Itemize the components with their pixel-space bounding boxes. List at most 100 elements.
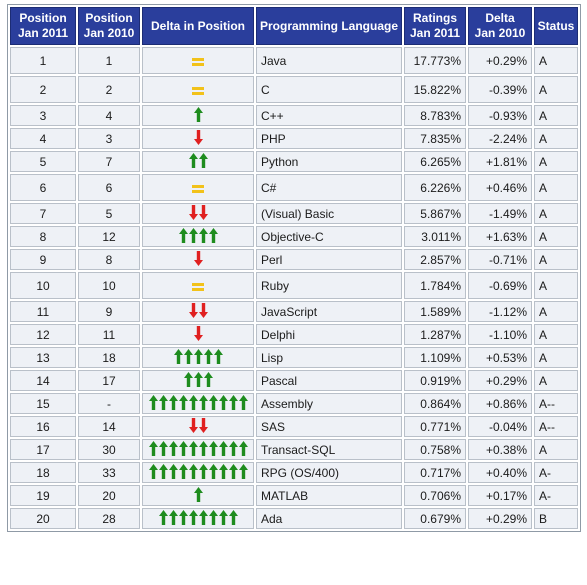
ranking-table-container: Position Jan 2011 Position Jan 2010 Delta … — [7, 4, 581, 532]
table-row: 2 2 C 15.822% -0.39% A — [10, 76, 578, 103]
delta-position-cell — [142, 105, 254, 126]
rating-cell: 1.784% — [404, 272, 466, 299]
rating-cell: 0.771% — [404, 416, 466, 437]
position-2010-cell: 10 — [78, 272, 140, 299]
delta-rating-cell: -0.39% — [468, 76, 532, 103]
rating-cell: 1.589% — [404, 301, 466, 322]
arrow-up-icon — [188, 441, 198, 456]
position-2010-cell: 33 — [78, 462, 140, 483]
position-change-indicator — [183, 371, 213, 387]
delta-rating-cell: -0.04% — [468, 416, 532, 437]
arrow-up-icon — [208, 228, 218, 243]
arrow-up-icon — [188, 228, 198, 243]
delta-position-cell — [142, 203, 254, 224]
table-row: 18 33 RPG (OS/400) 0.717% +0.40% A- — [10, 462, 578, 483]
status-cell: A — [534, 272, 578, 299]
header-language: Programming Language — [256, 7, 402, 45]
delta-position-cell — [142, 47, 254, 74]
header-position-2010: Position Jan 2010 — [78, 7, 140, 45]
arrow-up-icon — [228, 510, 238, 525]
delta-position-cell — [142, 249, 254, 270]
table-row: 15- Assembly 0.864% +0.86% A-- — [10, 393, 578, 414]
delta-position-cell — [142, 462, 254, 483]
arrow-down-icon — [198, 205, 208, 220]
language-cell: MATLAB — [256, 485, 402, 506]
arrow-up-icon — [203, 372, 213, 387]
language-cell: Transact-SQL — [256, 439, 402, 460]
status-cell: A — [534, 249, 578, 270]
arrow-up-icon — [198, 441, 208, 456]
status-cell: A-- — [534, 416, 578, 437]
status-cell: B — [534, 508, 578, 529]
language-cell: Objective-C — [256, 226, 402, 247]
position-2011-cell: 17 — [10, 439, 76, 460]
position-2011-cell: 6 — [10, 174, 76, 201]
position-2011-cell: 3 — [10, 105, 76, 126]
rating-cell: 0.717% — [404, 462, 466, 483]
arrow-up-icon — [148, 464, 158, 479]
position-2011-cell: 7 — [10, 203, 76, 224]
arrow-up-icon — [183, 349, 193, 364]
table-row: 17 30 Transact-SQL 0.758% +0.38% A — [10, 439, 578, 460]
header-position-2011: Position Jan 2011 — [10, 7, 76, 45]
language-cell: RPG (OS/400) — [256, 462, 402, 483]
position-change-indicator — [192, 178, 204, 194]
delta-rating-cell: +0.86% — [468, 393, 532, 414]
table-row: 16 14 SAS 0.771% -0.04% A-- — [10, 416, 578, 437]
position-2011-cell: 5 — [10, 151, 76, 172]
language-cell: Lisp — [256, 347, 402, 368]
arrow-up-icon — [218, 464, 228, 479]
position-change-indicator — [178, 227, 218, 243]
arrow-up-icon — [228, 441, 238, 456]
arrow-up-icon — [178, 228, 188, 243]
position-2011-cell: 8 — [10, 226, 76, 247]
position-change-indicator — [188, 302, 208, 318]
arrow-up-icon — [213, 349, 223, 364]
table-row: 14 17 Pascal 0.919% +0.29% A — [10, 370, 578, 391]
status-cell: A- — [534, 462, 578, 483]
position-2010-cell: 28 — [78, 508, 140, 529]
status-cell: A — [534, 347, 578, 368]
arrow-up-icon — [193, 487, 203, 502]
language-cell: Pascal — [256, 370, 402, 391]
language-cell: C — [256, 76, 402, 103]
status-cell: A — [534, 76, 578, 103]
delta-rating-cell: +0.40% — [468, 462, 532, 483]
delta-rating-cell: -1.10% — [468, 324, 532, 345]
position-2010-cell: 9 — [78, 301, 140, 322]
arrow-up-icon — [238, 395, 248, 410]
table-row: 6 6 C# 6.226% +0.46% A — [10, 174, 578, 201]
arrow-down-icon — [188, 205, 198, 220]
position-2011-cell: 1 — [10, 47, 76, 74]
arrow-down-icon — [188, 418, 198, 433]
status-cell: A — [534, 370, 578, 391]
delta-rating-cell: +1.63% — [468, 226, 532, 247]
delta-rating-cell: +0.53% — [468, 347, 532, 368]
arrow-down-icon — [188, 303, 198, 318]
position-change-indicator — [148, 463, 248, 479]
arrow-up-icon — [203, 349, 213, 364]
position-2011-cell: 10 — [10, 272, 76, 299]
arrow-up-icon — [218, 441, 228, 456]
rating-cell: 0.679% — [404, 508, 466, 529]
rating-cell: 0.864% — [404, 393, 466, 414]
arrow-up-icon — [173, 349, 183, 364]
rating-cell: 1.109% — [404, 347, 466, 368]
position-change-indicator — [188, 417, 208, 433]
position-2010-cell: 20 — [78, 485, 140, 506]
position-change-indicator — [193, 250, 203, 266]
position-2010-cell: 30 — [78, 439, 140, 460]
language-cell: Python — [256, 151, 402, 172]
status-cell: A — [534, 226, 578, 247]
position-2010-cell: 8 — [78, 249, 140, 270]
status-cell: A — [534, 174, 578, 201]
status-cell: A- — [534, 485, 578, 506]
delta-rating-cell: -0.69% — [468, 272, 532, 299]
rating-cell: 0.758% — [404, 439, 466, 460]
rating-cell: 8.783% — [404, 105, 466, 126]
delta-rating-cell: -0.71% — [468, 249, 532, 270]
position-2010-cell: 1 — [78, 47, 140, 74]
arrow-down-icon — [193, 326, 203, 341]
arrow-up-icon — [238, 441, 248, 456]
language-cell: Perl — [256, 249, 402, 270]
